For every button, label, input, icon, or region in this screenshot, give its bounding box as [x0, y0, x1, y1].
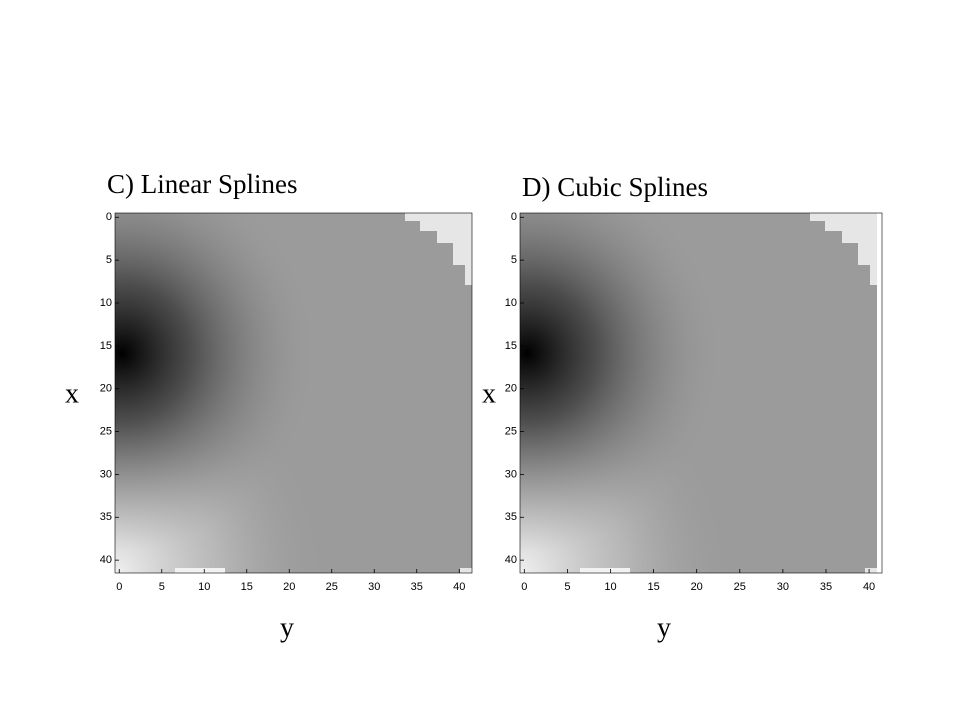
y-tick-label: 25	[505, 425, 517, 437]
x-tick-label: 0	[521, 581, 527, 593]
panel-title: C) Linear Splines	[107, 169, 297, 199]
x-tick-label: 5	[564, 581, 570, 593]
axes-frame	[519, 212, 883, 574]
y-tick-label: 15	[505, 340, 517, 352]
x-tick-label: 30	[368, 581, 380, 593]
y-tick-label: 30	[100, 468, 112, 480]
x-tick-label: 40	[863, 581, 875, 593]
y-tick-label: 35	[100, 511, 112, 523]
y-tick-label: 20	[505, 383, 517, 395]
x-tick-label: 25	[734, 581, 746, 593]
y-tick-label: 20	[100, 383, 112, 395]
x-tick-label: 10	[198, 581, 210, 593]
x-tick-label: 25	[326, 581, 338, 593]
x-tick-label: 30	[777, 581, 789, 593]
y-tick-label: 10	[100, 297, 112, 309]
y-tick-label: 40	[100, 554, 112, 566]
y-tick-label: 25	[100, 425, 112, 437]
x-tick-label: 10	[604, 581, 616, 593]
x-tick-label: 40	[453, 581, 465, 593]
y-tick-label: 15	[100, 340, 112, 352]
y-tick-label: 0	[106, 211, 112, 223]
x-tick-label: 5	[159, 581, 165, 593]
x-tick-label: 35	[820, 581, 832, 593]
y-axis-label: x	[482, 378, 496, 409]
x-tick-label: 20	[691, 581, 703, 593]
y-tick-label: 40	[505, 554, 517, 566]
panel-image	[115, 213, 472, 573]
y-tick-label: 35	[505, 511, 517, 523]
x-axis-label: y	[657, 612, 671, 643]
y-tick-label: 0	[511, 211, 517, 223]
panel-title: D) Cubic Splines	[522, 172, 708, 202]
x-tick-label: 35	[411, 581, 423, 593]
axes-frame	[114, 212, 473, 574]
y-tick-label: 30	[505, 468, 517, 480]
x-tick-label: 0	[116, 581, 122, 593]
y-tick-label: 5	[106, 254, 112, 266]
x-tick-label: 15	[241, 581, 253, 593]
panel-image	[520, 213, 877, 573]
x-axis-label: y	[280, 612, 294, 643]
y-tick-label: 10	[505, 297, 517, 309]
x-tick-label: 20	[283, 581, 295, 593]
x-tick-label: 15	[647, 581, 659, 593]
y-tick-label: 5	[511, 254, 517, 266]
y-axis-label: x	[65, 378, 79, 409]
